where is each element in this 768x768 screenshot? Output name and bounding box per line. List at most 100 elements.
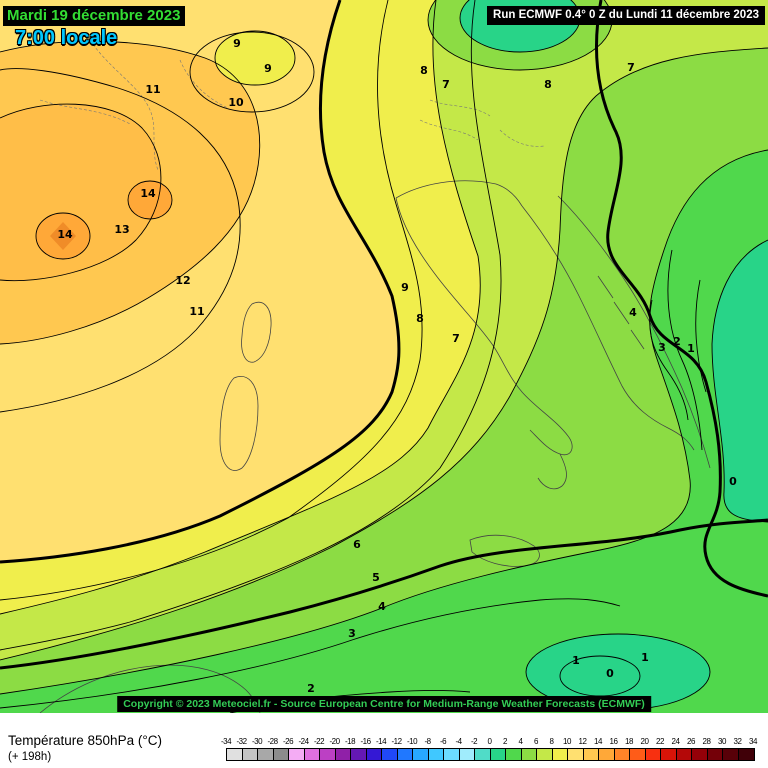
contour-label: 3: [348, 627, 356, 640]
coastline-layer: [39, 39, 711, 713]
legend-cell: [444, 749, 460, 760]
legend-cell: [242, 749, 258, 760]
legend-tick-label: 22: [656, 737, 664, 746]
contour-label: 14: [140, 187, 156, 200]
legend-tick-label: -32: [236, 737, 247, 746]
legend-tick-label: -20: [329, 737, 340, 746]
legend-tick-label: -34: [220, 737, 232, 746]
contour-label: 11: [189, 305, 204, 318]
legend-cell: [258, 749, 274, 760]
legend-tick-label: 28: [702, 737, 711, 746]
legend-cell: [599, 749, 615, 760]
contour-label: 2: [307, 682, 315, 695]
legend-cell: [490, 749, 506, 760]
legend-tick-label: -2: [470, 737, 478, 746]
legend-tick-label: 24: [671, 737, 680, 746]
map-area: 9 9 8 7 8 7 11 10 14 13 14 12 11 9 8 7 4 3 2 1 0 6 5 4 3 2 1 0 1 Mar…: [0, 0, 768, 713]
contour-label: 3: [658, 341, 666, 354]
legend-cell: [614, 749, 630, 760]
contour-label: 8: [544, 78, 552, 91]
contour-label: 10: [228, 96, 244, 109]
copyright-badge: Copyright © 2023 Meteociel.fr - Source E…: [117, 696, 651, 713]
legend-cell: [707, 749, 723, 760]
legend-tick-label: -22: [313, 737, 325, 746]
contour-label: 0: [606, 667, 614, 680]
legend-tick-label: 30: [718, 737, 726, 746]
temp-fill-layer: [0, 0, 768, 713]
model-run-badge: Run ECMWF 0.4° 0 Z du Lundi 11 décembre …: [487, 6, 765, 26]
local-time-label: 7:00 locale: [15, 27, 118, 49]
contour-label: 5: [372, 571, 380, 584]
contour-label: 7: [452, 332, 460, 345]
date-badge: Mardi 19 décembre 2023: [3, 6, 186, 27]
legend-cell: [521, 749, 537, 760]
legend-tick-label: -8: [424, 737, 431, 746]
contour-label: 14: [57, 228, 73, 241]
contour-label: 1: [641, 651, 649, 664]
legend-tick-label: 6: [534, 737, 538, 746]
legend-cell: [692, 749, 708, 760]
legend-cell: [475, 749, 491, 760]
legend-tick-label: 34: [749, 737, 757, 746]
contour-label: 2: [673, 335, 681, 348]
legend-cell: [568, 749, 584, 760]
legend-scale-cells: [226, 748, 755, 761]
legend-tick-label: 0: [487, 737, 492, 746]
legend-tick-label: -10: [406, 737, 418, 746]
legend-tick-label: -30: [251, 737, 263, 746]
legend-cell: [537, 749, 553, 760]
contour-label: 1: [687, 342, 695, 355]
legend-cell: [552, 749, 568, 760]
contour-label: 9: [233, 37, 241, 50]
legend-cell: [289, 749, 305, 760]
legend-tick-label: -12: [391, 737, 402, 746]
contour-label: 12: [175, 274, 190, 287]
legend-scale-ticks: -34 -32 -30 -28 -26 -24 -22 -20 -18 -16 -14 -12 -10-…: [221, 737, 757, 747]
legend-tick-label: -26: [282, 737, 294, 746]
legend-cell: [676, 749, 692, 760]
lead-time-label: (+ 198h): [8, 751, 52, 763]
legend-tick-label: -4: [455, 737, 462, 746]
legend-cell: [661, 749, 677, 760]
legend-strip: Température 850hPa (°C) (+ 198h) -34 -32-…: [0, 713, 768, 768]
legend-tick-label: 14: [594, 737, 602, 746]
legend-tick-label: -6: [439, 737, 447, 746]
legend-tick-label: -24: [298, 737, 309, 746]
contour-label: 6: [353, 538, 361, 551]
contour-label: 13: [114, 223, 129, 236]
contour-label: 1: [572, 654, 580, 667]
legend-cell: [320, 749, 336, 760]
legend-tick-label: -14: [375, 737, 387, 746]
legend-cell: [630, 749, 646, 760]
legend-tick-label: -18: [344, 737, 356, 746]
legend-tick-label: 26: [687, 737, 695, 746]
color-scale: -34 -32 -30 -28 -26 -24 -22 -20 -18 -16 -14 -12 -10-…: [221, 737, 757, 763]
contour-label: 0: [729, 475, 737, 488]
contour-label: 8: [416, 312, 424, 325]
legend-tick-label: -16: [360, 737, 371, 746]
legend-cell: [413, 749, 429, 760]
legend-cell: [397, 749, 413, 760]
legend-cell: [227, 749, 243, 760]
legend-cell: [738, 749, 754, 760]
legend-tick-label: 10: [563, 737, 571, 746]
legend-tick-label: 18: [625, 737, 633, 746]
legend-cell: [335, 749, 351, 760]
legend-tick-label: 20: [640, 737, 649, 746]
legend-cell: [273, 749, 289, 760]
legend-cell: [506, 749, 522, 760]
contour-label: 9: [264, 62, 272, 75]
legend-tick-label: -28: [267, 737, 278, 746]
contour-label: 4: [629, 306, 637, 319]
legend-tick-label: 12: [578, 737, 587, 746]
legend-tick-label: 2: [503, 737, 507, 746]
contour-label: 9: [401, 281, 409, 294]
contour-label: 7: [627, 61, 635, 74]
legend-tick-label: 4: [518, 737, 523, 746]
legend-cell: [459, 749, 475, 760]
legend-cell: [428, 749, 444, 760]
legend-cell: [366, 749, 382, 760]
